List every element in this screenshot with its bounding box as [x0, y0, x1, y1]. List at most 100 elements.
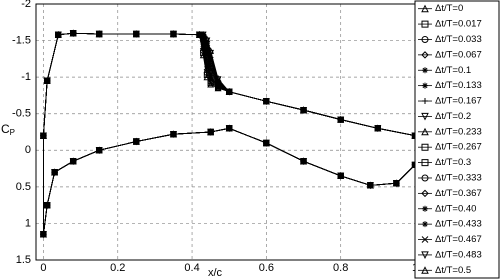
legend-label: Δt/T=0.467 — [435, 234, 482, 245]
series-line — [43, 32, 416, 235]
y-tick-label: 1.5 — [16, 254, 31, 266]
marker — [214, 74, 222, 82]
series-line — [43, 32, 416, 235]
series-line — [43, 32, 416, 235]
x-axis-label: x/c — [208, 267, 223, 279]
legend-label: Δt/T=0.433 — [435, 219, 482, 230]
legend-marker — [421, 4, 429, 13]
legend-marker — [422, 82, 428, 89]
y-tick-label: -1.5 — [12, 34, 31, 46]
marker — [208, 54, 214, 60]
legend-marker — [422, 205, 428, 212]
legend: Δt/T=0 Δt/T=0.017 Δt/T=0.033 Δt/T=0.067 Δt/T… — [414, 0, 500, 279]
marker — [132, 137, 140, 145]
legend-marker — [421, 236, 429, 243]
y-axis-label-main: C — [1, 122, 10, 136]
legend-label: Δt/T=0.1 — [435, 65, 471, 76]
legend-marker — [421, 143, 429, 151]
legend-marker — [421, 174, 429, 182]
series-line — [43, 32, 416, 235]
legend-marker — [422, 67, 428, 74]
legend-label: Δt/T=0.40 — [435, 203, 476, 214]
legend-marker — [421, 127, 429, 136]
legend-label: Δt/T=0.033 — [435, 34, 482, 45]
marker — [204, 61, 210, 67]
series-line — [43, 32, 416, 235]
legend-label: Δt/T=0.167 — [435, 96, 482, 107]
marker — [337, 172, 345, 179]
series-line — [43, 32, 416, 235]
legend-marker — [421, 189, 429, 198]
y-tick-label: 1 — [25, 217, 31, 229]
series-line — [43, 32, 416, 235]
legend-label: Δt/T=0.5 — [435, 265, 471, 276]
legend-label: Δt/T=0.133 — [435, 80, 482, 91]
marker — [393, 179, 400, 187]
legend-marker — [421, 20, 429, 28]
series-line — [43, 32, 416, 235]
marker — [54, 31, 62, 38]
marker — [43, 201, 51, 209]
marker — [300, 106, 307, 114]
legend-label: Δt/T=0 — [435, 3, 463, 14]
y-axis-label: CP — [1, 122, 15, 137]
marker — [207, 128, 215, 136]
series-line — [43, 32, 416, 235]
legend-marker — [422, 98, 428, 105]
y-tick-label: -2 — [21, 0, 31, 10]
marker — [262, 139, 270, 147]
legend-label: Δt/T=0.2 — [435, 111, 471, 122]
marker — [196, 31, 203, 38]
marker — [300, 157, 307, 165]
series-line — [43, 32, 416, 235]
marker — [40, 230, 47, 238]
x-tick-label: 0.2 — [110, 262, 125, 274]
x-tick-label: 0.8 — [333, 262, 348, 274]
y-axis-label-sub: P — [10, 128, 15, 137]
legend-marker — [422, 221, 428, 228]
marker — [203, 37, 211, 45]
y-tick-label: 0.5 — [16, 181, 31, 193]
marker — [43, 77, 51, 84]
marker — [367, 181, 374, 189]
x-tick-label: 0.4 — [184, 262, 199, 274]
marker — [69, 157, 77, 165]
legend-marker — [421, 251, 429, 260]
marker — [95, 146, 103, 154]
series-line — [43, 32, 416, 235]
series-line — [43, 32, 416, 235]
legend-box — [414, 0, 500, 279]
series-line — [43, 32, 416, 235]
marker — [69, 29, 77, 37]
legend-label: Δt/T=0.483 — [435, 249, 482, 260]
legend-marker — [421, 36, 429, 43]
y-tick-label: 0 — [25, 144, 31, 156]
legend-label: Δt/T=0.067 — [435, 49, 482, 60]
legend-marker — [421, 112, 429, 121]
marker — [207, 80, 215, 88]
marker — [262, 97, 270, 105]
marker — [225, 124, 233, 132]
legend-marker — [421, 51, 429, 59]
marker — [170, 130, 177, 138]
legend-label: Δt/T=0.233 — [435, 126, 482, 137]
y-tick-label: -0.5 — [12, 108, 31, 120]
y-tick-label: -1 — [21, 71, 31, 83]
series-line — [43, 32, 416, 235]
plot-frame — [35, 3, 416, 261]
legend-label: Δt/T=0.367 — [435, 188, 482, 199]
legend-label: Δt/T=0.267 — [435, 142, 482, 153]
marker — [203, 35, 211, 43]
legend-marker — [421, 159, 429, 167]
legend-label: Δt/T=0.333 — [435, 172, 482, 183]
marker — [199, 31, 207, 38]
x-tick-label: 0.6 — [259, 262, 274, 274]
series-line — [43, 32, 416, 235]
marker — [225, 88, 233, 95]
legend-label: Δt/T=0.3 — [435, 157, 471, 168]
marker — [170, 30, 177, 38]
x-tick-label: 0 — [40, 262, 46, 274]
marker — [40, 131, 47, 139]
marker — [337, 115, 345, 123]
